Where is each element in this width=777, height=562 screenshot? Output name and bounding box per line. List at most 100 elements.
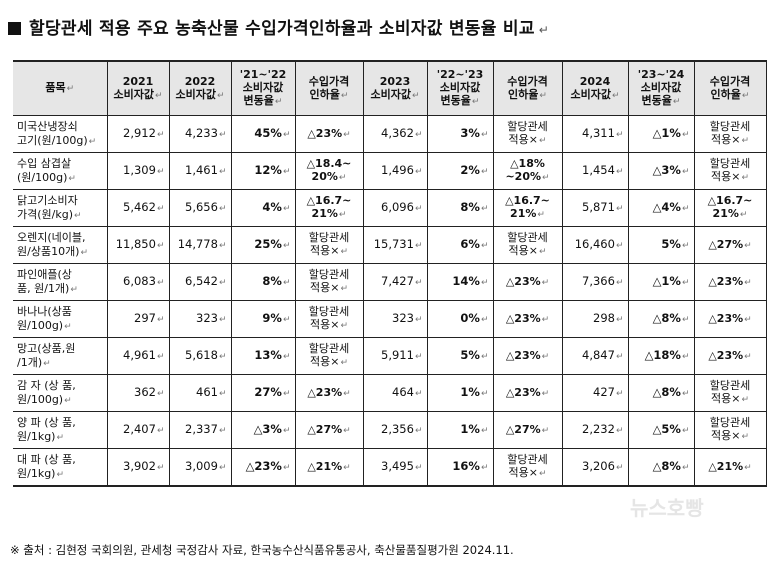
table-cell: △23%↵ bbox=[230, 448, 296, 487]
title-text: 할당관세 적용 주요 농축산물 수입가격인하율과 소비자값 변동율 비교 bbox=[29, 19, 535, 39]
table-cell: 4,961↵ bbox=[106, 337, 170, 375]
table-cell: 2,232↵ bbox=[561, 411, 629, 449]
paragraph-mark-icon: ↵ bbox=[56, 432, 65, 443]
paragraph-mark-icon: ↵ bbox=[70, 284, 78, 295]
table-cell: 6,542↵ bbox=[168, 263, 232, 301]
paragraph-mark-icon: ↵ bbox=[541, 425, 550, 436]
table-cell: 7,427↵ bbox=[362, 263, 428, 301]
paragraph-mark-icon: ↵ bbox=[744, 462, 752, 473]
table-cell: △16.7~ 21%↵ bbox=[294, 189, 364, 227]
paragraph-mark-icon: ↵ bbox=[480, 241, 489, 251]
table-cell: 5%↵ bbox=[627, 226, 695, 264]
table-row: 미국산냉장쇠 고기(원/100g)↵ 2,912↵ 4,233↵ 45%↵ △23%↵ 4,… bbox=[13, 115, 767, 153]
paragraph-mark-icon: ↵ bbox=[615, 130, 624, 140]
paragraph-mark-icon: ↵ bbox=[156, 204, 165, 214]
table-cell: 4,362↵ bbox=[362, 115, 428, 153]
table-cell: 4,233↵ bbox=[168, 115, 232, 153]
paragraph-mark-icon: ↵ bbox=[282, 167, 291, 177]
paragraph-mark-icon: ↵ bbox=[744, 314, 752, 325]
table-cell: 5,911↵ bbox=[362, 337, 428, 375]
item-name-cell: 미국산냉장쇠 고기(원/100g)↵ bbox=[13, 115, 108, 153]
paragraph-mark-icon: ↵ bbox=[541, 277, 550, 288]
table-cell: △8%↵ bbox=[627, 448, 695, 487]
square-bullet-icon bbox=[8, 22, 21, 35]
table-cell: 6%↵ bbox=[426, 226, 494, 264]
paragraph-mark-icon: ↵ bbox=[741, 173, 749, 183]
paragraph-mark-icon: ↵ bbox=[672, 97, 681, 107]
table-cell: 3,009↵ bbox=[168, 448, 232, 487]
paragraph-mark-icon: ↵ bbox=[541, 314, 550, 325]
table-cell: 3,902↵ bbox=[106, 448, 170, 487]
table-cell: △18%↵ bbox=[627, 337, 695, 375]
paragraph-mark-icon: ↵ bbox=[282, 426, 291, 436]
paragraph-mark-icon: ↵ bbox=[282, 204, 291, 214]
paragraph-mark-icon: ↵ bbox=[542, 173, 550, 183]
table-cell: 할당관세 적용×↵ bbox=[294, 263, 364, 301]
item-name-cell: 감 자 (상 품, 원/100g)↵ bbox=[13, 374, 108, 412]
paragraph-mark-icon: ↵ bbox=[538, 247, 547, 257]
item-name-cell: 닭고기소비자 가격(원/kg)↵ bbox=[13, 189, 108, 227]
table-cell: 1%↵ bbox=[426, 374, 494, 412]
item-name-cell: 수입 삼겹살 (원/100g)↵ bbox=[13, 152, 108, 190]
table-cell: △23%↵ bbox=[294, 115, 364, 153]
paragraph-mark-icon: ↵ bbox=[88, 136, 97, 147]
paragraph-mark-icon: ↵ bbox=[611, 90, 620, 101]
table-cell: △21%↵ bbox=[294, 448, 364, 487]
table-cell: △16.7~ 21%↵ bbox=[492, 189, 563, 227]
paragraph-mark-icon: ↵ bbox=[282, 463, 291, 473]
paragraph-mark-icon: ↵ bbox=[282, 278, 291, 288]
table-cell: 5,618↵ bbox=[168, 337, 232, 375]
table-cell: 1,309↵ bbox=[106, 152, 170, 190]
paragraph-mark-icon: ↵ bbox=[156, 315, 165, 325]
table-cell: △23%↵ bbox=[693, 263, 767, 301]
table-cell: △18% ~20%↵ bbox=[492, 152, 563, 190]
paragraph-mark-icon: ↵ bbox=[539, 90, 547, 101]
paragraph-mark-icon: ↵ bbox=[471, 97, 480, 107]
paragraph-mark-icon: ↵ bbox=[338, 173, 347, 183]
table-cell: 362↵ bbox=[106, 374, 170, 412]
table-cell: 5%↵ bbox=[426, 337, 494, 375]
paragraph-mark-icon: ↵ bbox=[218, 389, 227, 399]
paragraph-mark-icon: ↵ bbox=[156, 352, 165, 362]
table-row: 파인애플(상 품, 원/1개)↵ 6,083↵ 6,542↵ 8%↵ 할당관세 적용×↵ 7,… bbox=[13, 263, 767, 301]
table-cell: △1%↵ bbox=[627, 115, 695, 153]
paragraph-mark-icon: ↵ bbox=[541, 388, 550, 399]
paragraph-mark-icon: ↵ bbox=[681, 167, 690, 177]
table-cell: 5,871↵ bbox=[561, 189, 629, 227]
table-row: 망고(상품,원/1개)↵ 4,961↵ 5,618↵ 13%↵ 할당관세 적용×↵ 5,91… bbox=[13, 337, 767, 375]
table-cell: 297↵ bbox=[106, 300, 170, 338]
paragraph-mark-icon: ↵ bbox=[480, 278, 489, 288]
paragraph-mark-icon: ↵ bbox=[615, 241, 624, 251]
paragraph-mark-icon: ↵ bbox=[480, 352, 489, 362]
paragraph-mark-icon: ↵ bbox=[681, 389, 690, 399]
table-row: 수입 삼겹살 (원/100g)↵ 1,309↵ 1,461↵ 12%↵ △18.4~ 20%… bbox=[13, 152, 767, 190]
paragraph-mark-icon: ↵ bbox=[156, 463, 165, 473]
paragraph-mark-icon: ↵ bbox=[538, 469, 547, 479]
table-cell: 16%↵ bbox=[426, 448, 494, 487]
item-name-cell: 파인애플(상 품, 원/1개)↵ bbox=[13, 263, 108, 301]
column-header: 수입가격 인하율↵ bbox=[492, 60, 563, 116]
paragraph-mark-icon: ↵ bbox=[537, 210, 545, 220]
paragraph-mark-icon: ↵ bbox=[741, 432, 749, 442]
table-cell: 5,462↵ bbox=[106, 189, 170, 227]
paragraph-mark-icon: ↵ bbox=[741, 395, 749, 405]
table-cell: 할당관세 적용×↵ bbox=[294, 226, 364, 264]
table-row: 양 파 (상 품, 원/1kg)↵ 2,407↵ 2,337↵ △3%↵ △27%↵ 2,3… bbox=[13, 411, 767, 449]
table-cell: 4,847↵ bbox=[561, 337, 629, 375]
paragraph-mark-icon: ↵ bbox=[615, 278, 624, 288]
paragraph-mark-icon: ↵ bbox=[615, 204, 624, 214]
column-header: 품목↵ bbox=[13, 60, 108, 116]
paragraph-mark-icon: ↵ bbox=[154, 90, 163, 101]
table-cell: 3,495↵ bbox=[362, 448, 428, 487]
paragraph-mark-icon: ↵ bbox=[274, 97, 283, 107]
table-cell: 2%↵ bbox=[426, 152, 494, 190]
paragraph-mark-icon: ↵ bbox=[43, 358, 51, 369]
table-row: 닭고기소비자 가격(원/kg)↵ 5,462↵ 5,656↵ 4%↵ △16.7~ 21%↵… bbox=[13, 189, 767, 227]
table-cell: △1%↵ bbox=[627, 263, 695, 301]
paragraph-mark-icon: ↵ bbox=[218, 241, 227, 251]
table-cell: 2,407↵ bbox=[106, 411, 170, 449]
table-row: 감 자 (상 품, 원/100g)↵ 362↵ 461↵ 27%↵ △23%↵ 464↵ 1%… bbox=[13, 374, 767, 412]
paragraph-mark-icon: ↵ bbox=[74, 210, 82, 221]
table-row: 오렌지(네이블, 원/상품10개)↵ 11,850↵ 14,778↵ 25%↵ 할당관세 적… bbox=[13, 226, 767, 264]
table-cell: 25%↵ bbox=[230, 226, 296, 264]
